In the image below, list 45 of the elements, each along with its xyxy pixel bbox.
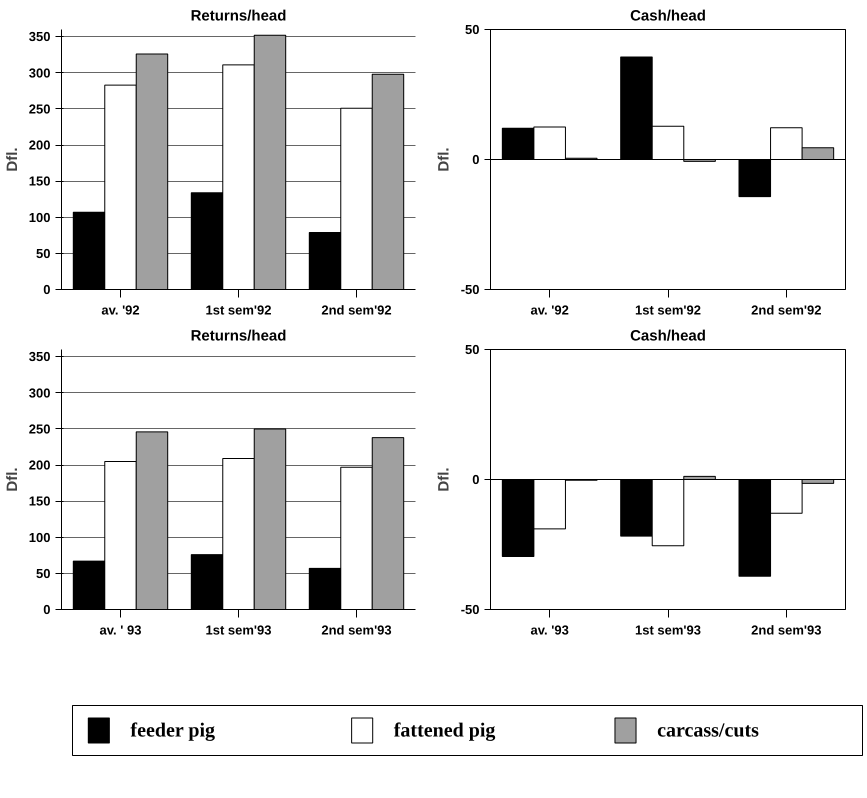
- x-tick-label: 2nd sem'92: [321, 302, 392, 318]
- x-tick-label: 1st sem'93: [635, 622, 701, 638]
- x-tick-label: av. '92: [101, 302, 140, 318]
- y-tick-label: 300: [28, 385, 51, 400]
- legend-label: feeder pig: [130, 720, 216, 742]
- y-tick-label: 100: [28, 210, 51, 225]
- y-axis-title: Dfl.: [436, 467, 453, 492]
- y-axis-title: Dfl.: [4, 467, 21, 492]
- y-tick-label: 200: [28, 138, 51, 153]
- legend-label: fattened pig: [394, 720, 496, 742]
- y-tick-label: 150: [28, 174, 51, 189]
- y-tick-label: 200: [28, 458, 51, 473]
- y-tick-label: 100: [28, 530, 51, 545]
- y-tick-label: 50: [465, 22, 480, 37]
- y-tick-label: 350: [28, 29, 51, 44]
- y-tick-label: 250: [28, 101, 51, 116]
- y-tick-label: 150: [28, 494, 51, 509]
- y-tick-label: 250: [28, 421, 51, 436]
- x-tick-label: av. '92: [530, 302, 569, 318]
- y-tick-label: 50: [36, 566, 51, 581]
- x-tick-label: 2nd sem'92: [751, 302, 822, 318]
- y-axis-title: Dfl.: [436, 147, 453, 172]
- x-tick-label: 1st sem'92: [206, 302, 272, 318]
- y-tick-label: 0: [472, 472, 480, 487]
- y-tick-label: 350: [28, 349, 51, 364]
- chart-title: Cash/head: [630, 8, 706, 24]
- chart-title: Returns/head: [190, 328, 286, 344]
- x-tick-label: av. '93: [530, 622, 569, 638]
- chart-title: Returns/head: [190, 8, 286, 24]
- x-tick-label: 1st sem'93: [206, 622, 272, 638]
- y-axis-title: Dfl.: [4, 147, 21, 172]
- y-tick-label: 0: [472, 152, 480, 167]
- y-tick-label: -50: [460, 282, 480, 297]
- x-tick-label: 2nd sem'93: [321, 622, 392, 638]
- chart-title: Cash/head: [630, 328, 706, 344]
- y-tick-label: 300: [28, 65, 51, 80]
- x-tick-label: 1st sem'92: [635, 302, 701, 318]
- y-tick-label: 0: [43, 602, 51, 617]
- y-tick-label: 50: [36, 246, 51, 261]
- y-tick-label: -50: [460, 602, 480, 617]
- legend-label: carcass/cuts: [657, 720, 760, 742]
- x-tick-label: av. ' 93: [100, 622, 142, 638]
- y-tick-label: 0: [43, 282, 51, 297]
- x-tick-label: 2nd sem'93: [751, 622, 822, 638]
- y-tick-label: 50: [465, 342, 480, 357]
